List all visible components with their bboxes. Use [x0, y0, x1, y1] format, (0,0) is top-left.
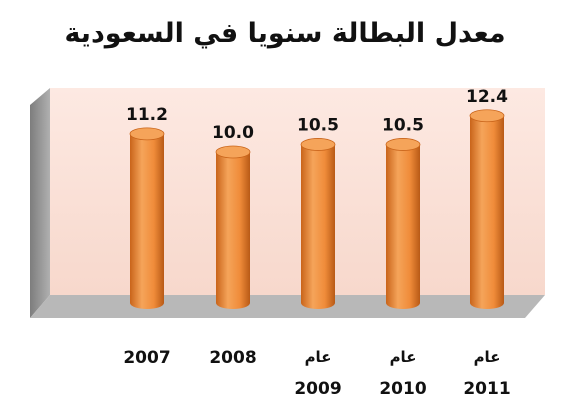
back-wall — [50, 88, 545, 295]
bar-body — [130, 133, 164, 309]
x-tick-label: 2010 — [379, 379, 426, 399]
bar-1 — [129, 127, 165, 309]
x-tick-label-prefix: عام — [390, 348, 417, 366]
bar-top — [385, 138, 421, 151]
bar-4 — [385, 138, 421, 309]
bar-body — [216, 152, 250, 309]
x-tick-label: 2008 — [209, 348, 256, 368]
bar-top — [300, 138, 336, 151]
bar-body — [470, 115, 504, 309]
floor — [30, 295, 545, 318]
bar-top — [215, 145, 251, 159]
chart-title: معدل البطالة سنويا في السعودية — [64, 18, 506, 49]
bar-top — [469, 109, 505, 123]
value-label: 10.5 — [382, 115, 424, 135]
x-tick-label-prefix: عام — [305, 348, 332, 366]
bar-5 — [469, 109, 505, 309]
bar-body — [301, 144, 335, 309]
side-wall — [30, 88, 50, 318]
x-tick-label: 2007 — [123, 348, 170, 368]
bar-top — [129, 127, 165, 141]
bar-2 — [215, 145, 251, 309]
value-label: 10.0 — [212, 123, 254, 143]
x-tick-label-prefix: عام — [474, 348, 501, 366]
value-label: 11.2 — [126, 105, 168, 125]
value-label: 10.5 — [297, 115, 339, 135]
bar-3 — [300, 138, 336, 309]
x-tick-label: 2009 — [294, 379, 341, 399]
x-tick-label: 2011 — [463, 379, 510, 399]
bar-body — [386, 144, 420, 309]
value-label: 12.4 — [466, 87, 508, 107]
